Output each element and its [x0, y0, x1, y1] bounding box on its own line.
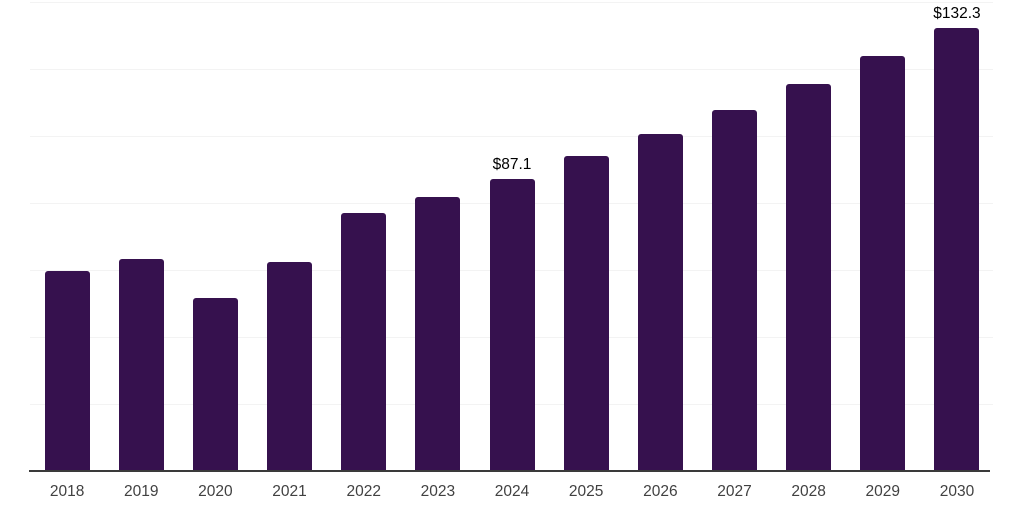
bar: [118, 258, 164, 471]
x-axis-label: 2026: [643, 483, 678, 500]
bar-slot: [401, 2, 475, 471]
x-axis-label: 2029: [865, 483, 901, 500]
x-axis-label: 2023: [420, 483, 456, 500]
x-axis-label: 2030: [939, 483, 975, 500]
bar: [267, 261, 313, 471]
bar: [934, 27, 980, 471]
gridline: [30, 2, 993, 3]
bar: [786, 84, 832, 471]
x-axis-label: 2024: [494, 483, 530, 500]
bar: [341, 213, 387, 471]
bar-slot: $132.3: [920, 2, 994, 471]
bar-slot: [697, 2, 771, 471]
x-axis-label: 2020: [198, 483, 233, 500]
bar-slot: [327, 2, 401, 471]
bar: [192, 298, 238, 471]
x-axis-labels: 2018 2019 2020 2021 2022 2023 2024 2025 2026 2027…: [30, 483, 994, 501]
bar: [860, 55, 906, 471]
gridline: [30, 136, 993, 137]
bar-value-label: $87.1: [492, 156, 532, 174]
bar-slot: [623, 2, 697, 471]
bar-slot: [252, 2, 326, 471]
bar-slot: [104, 2, 178, 471]
bar: [489, 179, 535, 471]
bar-slot: [178, 2, 252, 471]
x-axis-label: 2021: [272, 483, 307, 500]
x-axis-label: 2022: [346, 483, 381, 500]
x-axis-label: 2018: [49, 483, 85, 500]
bar-value-label: $132.3: [933, 4, 981, 22]
x-axis-label: 2027: [717, 483, 752, 500]
bar-slot: [30, 2, 104, 471]
bar-slot: [772, 2, 846, 471]
x-axis-label: 2019: [123, 483, 159, 500]
bar: [563, 156, 609, 471]
bar-slot: $87.1: [475, 2, 549, 471]
bar: [44, 271, 90, 471]
bar: [637, 134, 683, 471]
x-axis-label: 2028: [791, 483, 826, 500]
bar-slot: [846, 2, 920, 471]
x-axis-line: [29, 470, 990, 472]
bar: [711, 109, 757, 471]
bar-slot: [549, 2, 623, 471]
x-axis-label: 2025: [568, 483, 604, 500]
bar: [415, 196, 461, 471]
gridline: [30, 69, 993, 70]
plot-area: $87.1 $132.3: [30, 2, 994, 471]
